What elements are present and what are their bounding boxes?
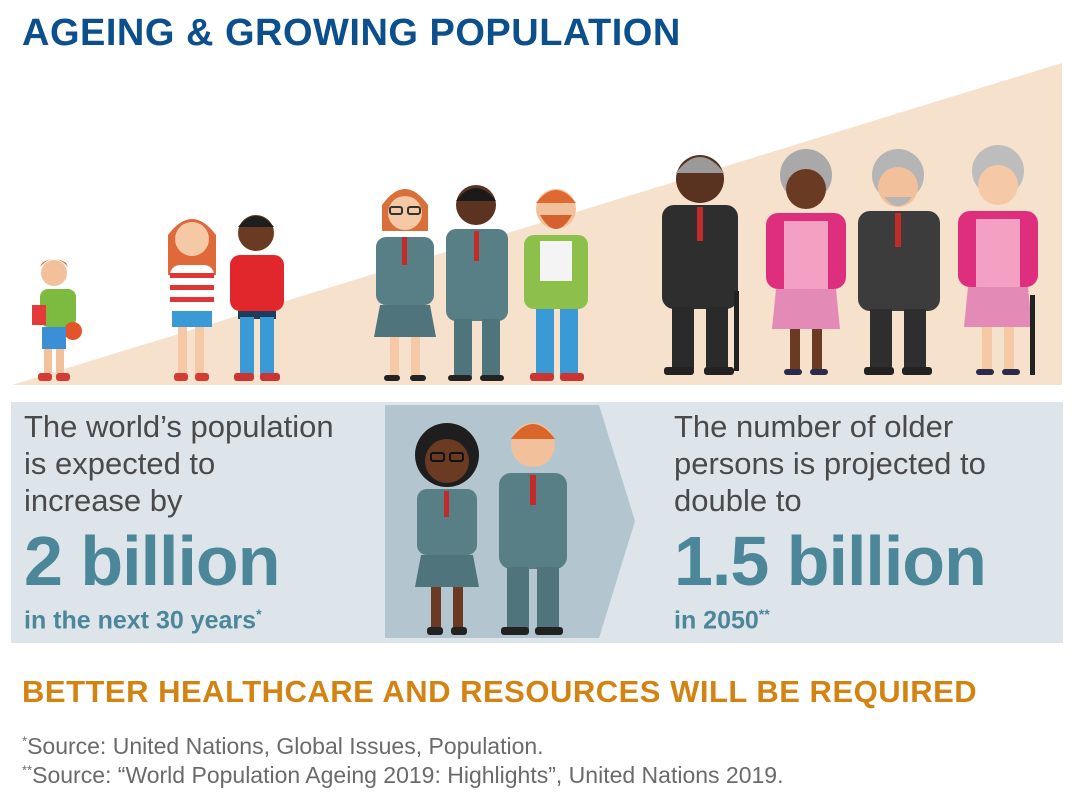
transition-arrow bbox=[385, 405, 635, 638]
older-persons-lead-line-2: persons is projected to bbox=[674, 446, 986, 481]
adult-woman-figure bbox=[374, 189, 436, 381]
older-man-figure bbox=[662, 155, 739, 375]
call-to-action-heading: BETTER HEALTHCARE AND RESOURCES WILL BE … bbox=[22, 674, 978, 709]
population-growth-footnote-marker: * bbox=[256, 606, 262, 622]
population-growth-detail-text: in the next 30 years bbox=[24, 606, 257, 635]
older-persons-stat: The number of older persons is projected… bbox=[674, 408, 1064, 635]
older-persons-lead-line-1: The number of older bbox=[674, 409, 954, 444]
older-persons-figure: 1.5 billion bbox=[674, 522, 987, 600]
young-woman-figure bbox=[168, 219, 216, 381]
population-growth-lead-line-3: increase by bbox=[24, 483, 183, 518]
footnote-1-text: Source: United Nations, Global Issues, P… bbox=[27, 733, 544, 759]
woman-with-glasses-figure bbox=[415, 423, 479, 635]
bearded-man-figure bbox=[524, 189, 588, 381]
grey-haired-woman-figure bbox=[958, 145, 1038, 375]
population-growth-figure: 2 billion bbox=[24, 522, 280, 600]
footnote-2: **Source: “World Population Ageing 2019:… bbox=[22, 762, 784, 789]
population-growth-stat: The world’s population is expected to in… bbox=[24, 408, 384, 635]
older-persons-detail-text: in 2050 bbox=[674, 606, 759, 635]
population-growth-lead-line-2: is expected to bbox=[24, 446, 216, 481]
population-growth-lead-line-1: The world’s population bbox=[24, 409, 334, 444]
footnote-1: *Source: United Nations, Global Issues, … bbox=[22, 733, 544, 760]
child-figure bbox=[32, 259, 82, 381]
older-woman-figure bbox=[766, 149, 846, 375]
older-persons-lead-line-3: double to bbox=[674, 483, 802, 518]
footnote-2-text: Source: “World Population Ageing 2019: H… bbox=[32, 762, 784, 788]
footnote-2-marker: ** bbox=[22, 762, 33, 778]
grey-haired-man-figure bbox=[858, 149, 940, 375]
man-in-suit-figure bbox=[499, 423, 567, 635]
adult-man-figure bbox=[446, 185, 508, 381]
page-title: AGEING & GROWING POPULATION bbox=[22, 12, 681, 54]
footnote-1-marker: * bbox=[22, 733, 28, 749]
young-man-figure bbox=[230, 215, 284, 381]
older-persons-detail: in 2050** bbox=[674, 599, 1064, 635]
older-persons-footnote-marker: ** bbox=[758, 606, 770, 622]
population-growth-detail: in the next 30 years* bbox=[24, 599, 384, 635]
population-illustration bbox=[12, 63, 1062, 385]
